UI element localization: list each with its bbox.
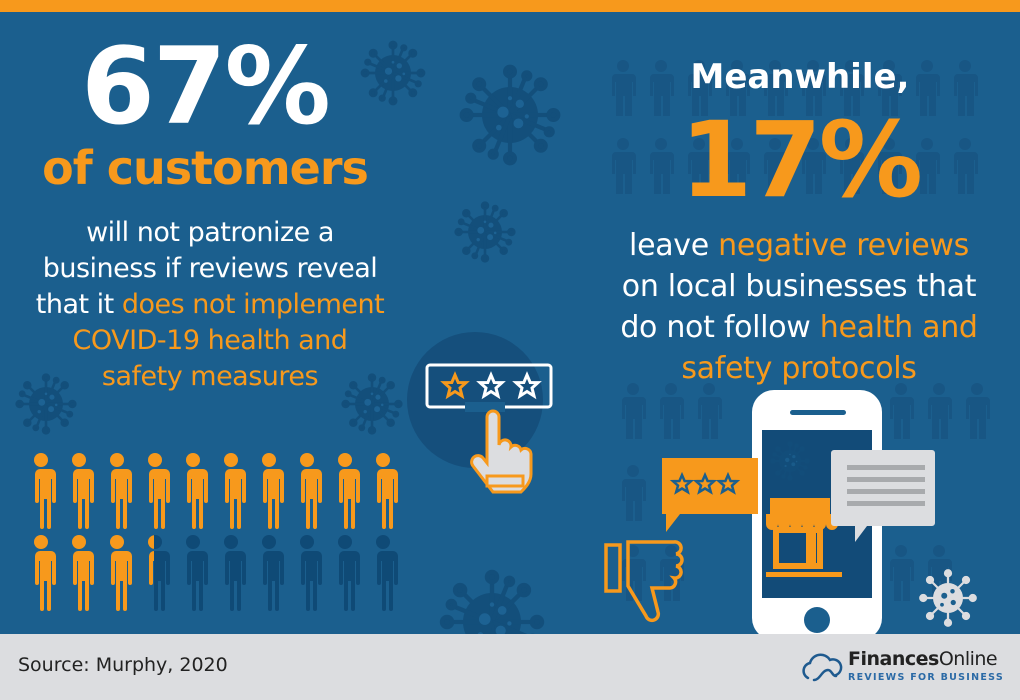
brand-name: FinancesOnline xyxy=(848,648,998,670)
source-citation: Source: Murphy, 2020 xyxy=(18,654,228,676)
text-line: that it does not implement xyxy=(35,289,385,320)
speech-bubble-text-icon xyxy=(831,450,935,542)
text-line: leave negative reviews xyxy=(629,228,969,263)
virus-icon xyxy=(462,67,559,164)
text-line: business if reviews reveal xyxy=(42,253,378,284)
text-line: COVID-19 health and xyxy=(0,323,420,359)
right-stat-description: leave negative reviews on local business… xyxy=(578,225,1020,389)
rating-widget-illustration xyxy=(407,332,553,494)
star-icon xyxy=(476,371,506,400)
left-stat-percent: 67% xyxy=(81,25,331,148)
phone-review-illustration xyxy=(604,390,977,634)
star-icon xyxy=(440,371,470,400)
storefront-icon xyxy=(766,498,842,577)
virus-icon xyxy=(454,201,516,263)
text-line: do not follow health and xyxy=(620,310,978,345)
text-line: safety measures xyxy=(0,359,420,395)
highlight-text: health and xyxy=(819,310,978,345)
brand-tagline: REVIEWS FOR BUSINESS xyxy=(848,672,1005,683)
thumbs-down-icon xyxy=(604,540,684,623)
left-stat-subject: of customers xyxy=(42,141,369,195)
right-stat-intro: Meanwhile, xyxy=(690,57,910,97)
star-icon xyxy=(512,371,542,400)
text-line: on local businesses that xyxy=(621,269,977,304)
speech-bubble-stars-icon xyxy=(662,458,758,532)
top-accent-bar xyxy=(0,0,1020,12)
virus-icon xyxy=(919,569,977,627)
footer: Source: Murphy, 2020 FinancesOnline REVI… xyxy=(0,634,1020,700)
brand-logo[interactable]: FinancesOnline REVIEWS FOR BUSINESS xyxy=(800,646,1015,690)
main-panel: 67% of customers will not patronize a bu… xyxy=(0,12,1020,634)
virus-icon xyxy=(770,441,810,481)
text-line: will not patronize a xyxy=(86,217,334,248)
hand-pointer-icon xyxy=(470,409,533,494)
highlight-text: safety measures xyxy=(101,361,319,392)
right-stat-percent: 17% xyxy=(680,99,923,221)
people-pictogram xyxy=(31,453,398,611)
cloud-logo-icon xyxy=(802,653,843,682)
left-stat-description: will not patronize a business if reviews… xyxy=(0,215,420,395)
highlight-text: COVID-19 health and xyxy=(72,325,348,356)
highlight-text: safety protocols xyxy=(681,351,917,386)
virus-icon xyxy=(360,40,426,106)
highlight-text: negative reviews xyxy=(718,228,969,263)
text-line: safety protocols xyxy=(578,348,1020,389)
virus-icon xyxy=(442,572,542,634)
highlight-text: does not implement xyxy=(121,289,385,320)
